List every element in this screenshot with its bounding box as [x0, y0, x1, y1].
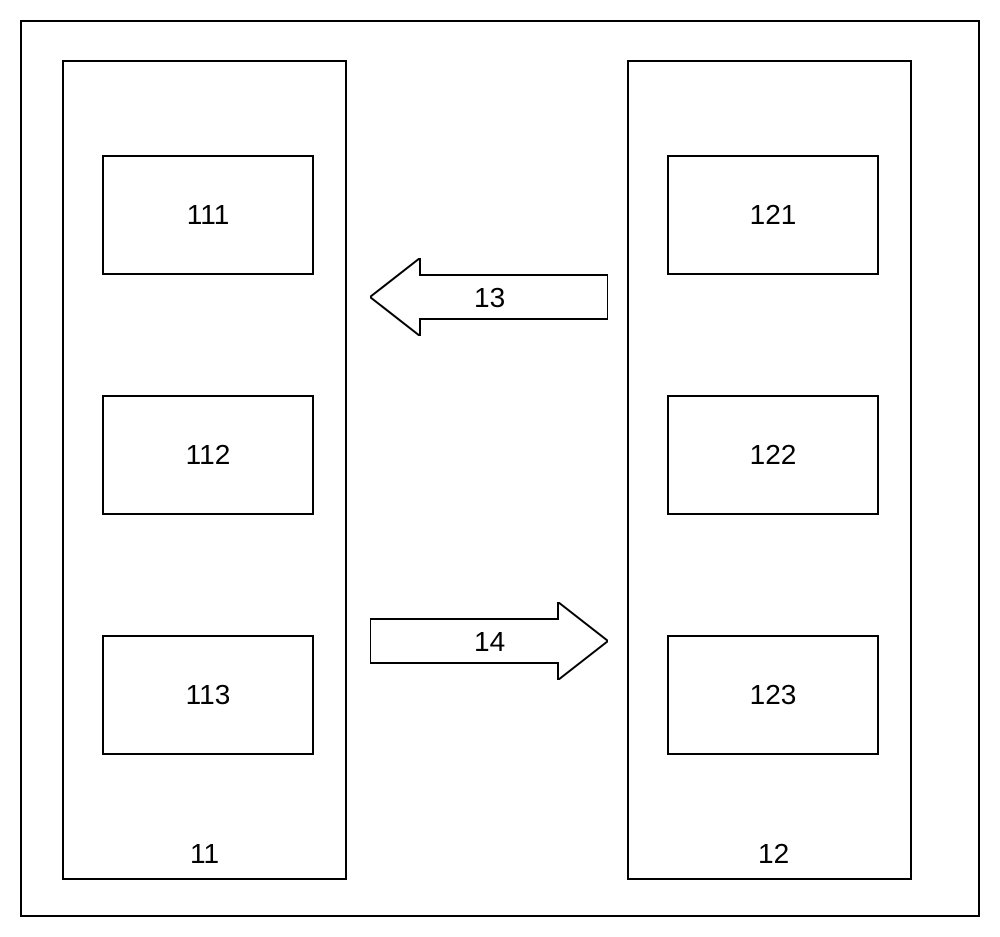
left-column-label: 11 [190, 838, 219, 870]
box-121: 121 [667, 155, 879, 275]
arrow-13-label: 13 [474, 282, 505, 314]
box-122: 122 [667, 395, 879, 515]
box-113: 113 [102, 635, 314, 755]
box-123-label: 123 [750, 679, 797, 711]
box-113-label: 113 [186, 679, 231, 711]
box-111-label: 111 [187, 199, 230, 231]
box-123: 123 [667, 635, 879, 755]
box-121-label: 121 [750, 199, 797, 231]
arrow-14: 14 [370, 602, 608, 680]
right-column: 121 122 123 [627, 60, 912, 880]
arrow-13: 13 [370, 258, 608, 336]
box-111: 111 [102, 155, 314, 275]
right-column-label: 12 [758, 838, 789, 870]
box-122-label: 122 [750, 439, 797, 471]
box-112: 112 [102, 395, 314, 515]
arrow-14-label: 14 [474, 626, 505, 658]
box-112-label: 112 [186, 439, 231, 471]
left-column: 111 112 113 [62, 60, 347, 880]
